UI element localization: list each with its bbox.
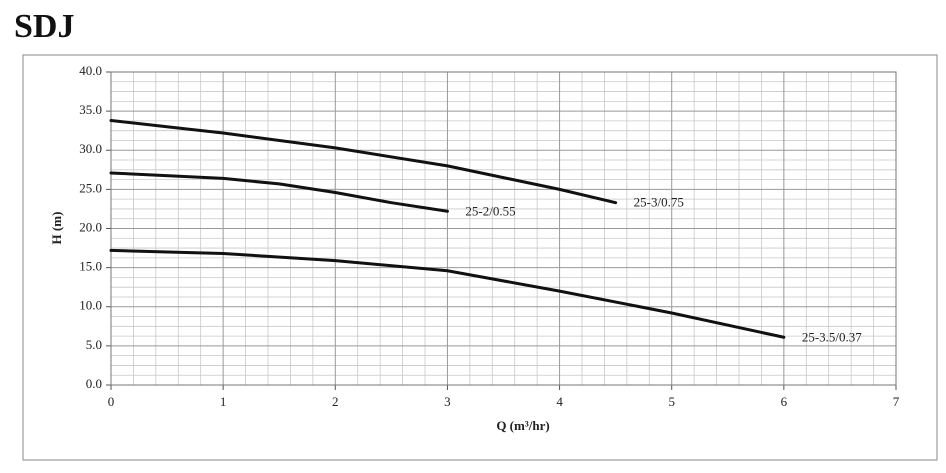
chart-frame (22, 54, 938, 461)
x-tick-label: 1 (220, 394, 227, 409)
plot-area (110, 71, 897, 386)
y-tick-label: 25.0 (79, 180, 102, 195)
y-tick-label: 40.0 (79, 63, 102, 78)
y-tick-label: 10.0 (79, 298, 102, 313)
y-tick-label: 15.0 (79, 259, 102, 274)
y-tick-label: 0.0 (86, 376, 102, 391)
line (109, 119, 618, 205)
chart-title: SDJ (14, 8, 74, 45)
x-tick-label: 0 (108, 394, 115, 409)
x-tick-label: 5 (668, 394, 675, 409)
x-tick-label: 3 (444, 394, 451, 409)
y-tick-label: 5.0 (86, 337, 102, 352)
x-tick-label: 2 (332, 394, 339, 409)
line (109, 248, 786, 339)
y-tick-label: 20.0 (79, 219, 102, 234)
y-axis-label: H (m) (49, 212, 64, 245)
y-tick-label: 30.0 (79, 141, 102, 156)
series-label: 25-3.5/0.37 (802, 329, 862, 344)
x-tick-label: 7 (893, 394, 900, 409)
x-axis-label: Q (m³/hr) (496, 418, 549, 433)
series-label: 25-2/0.55 (465, 203, 515, 218)
series-label: 25-3/0.75 (634, 195, 684, 210)
x-tick-label: 4 (556, 394, 563, 409)
x-tick-label: 6 (781, 394, 788, 409)
line (109, 171, 449, 213)
y-tick-label: 35.0 (79, 102, 102, 117)
